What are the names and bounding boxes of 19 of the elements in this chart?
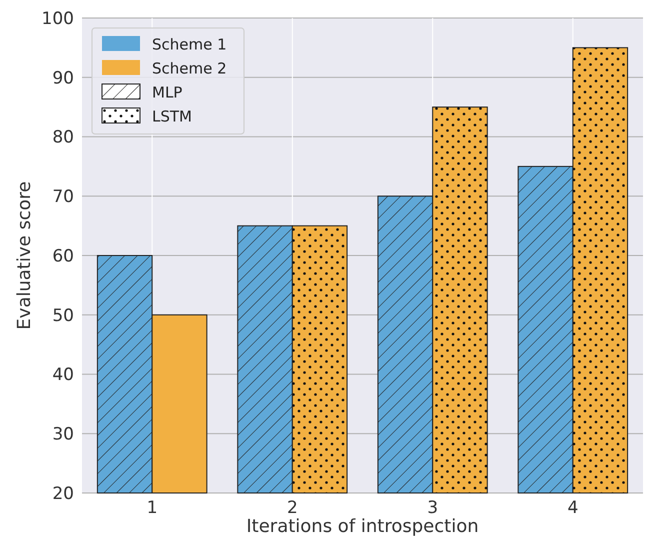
y-tick-label: 60 [52, 246, 74, 266]
legend-label: Scheme 1 [152, 35, 227, 54]
x-tick-label: 2 [286, 498, 298, 518]
legend-label: Scheme 2 [152, 59, 227, 78]
y-tick-label: 50 [52, 306, 74, 326]
y-tick-label: 80 [52, 128, 74, 148]
annotation: MLP [152, 83, 182, 102]
annotation: LSTM [152, 107, 192, 126]
y-tick-label: 100 [42, 8, 74, 29]
y-tick-label: 20 [52, 484, 74, 504]
y-tick-label: 40 [52, 365, 74, 386]
y-tick-label: 70 [52, 187, 74, 208]
y-tick-label: 30 [52, 424, 74, 445]
x-tick-label: 3 [427, 498, 438, 518]
y-axis-title: Evaluative score [14, 181, 35, 330]
y-tick-label: 90 [52, 68, 74, 88]
x-axis-title: Iterations of introspection [246, 516, 479, 536]
x-tick-label: 4 [567, 498, 578, 518]
x-tick-label: 1 [146, 498, 158, 518]
